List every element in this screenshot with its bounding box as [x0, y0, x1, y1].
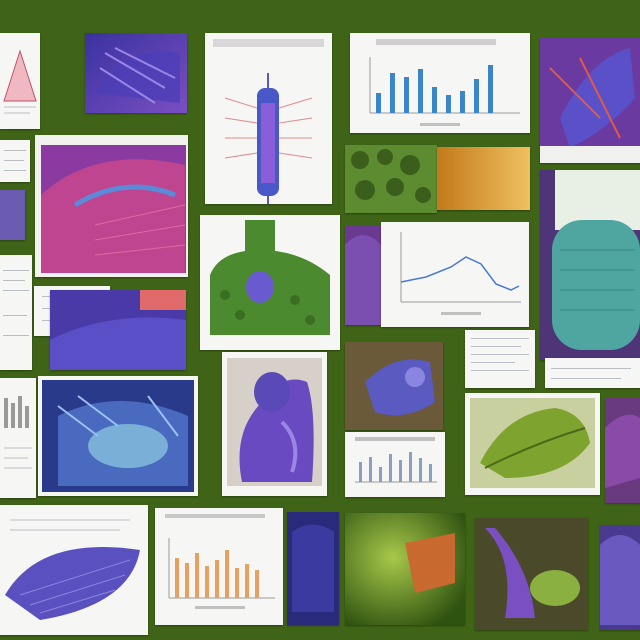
green-landscape-photo: [345, 513, 465, 625]
blue-anatomy-tile: [38, 376, 198, 496]
blue-specimen-tile: [345, 342, 443, 430]
dark-blue-panel-photo: [292, 524, 334, 612]
tissue-photo: [41, 145, 186, 273]
small-bar-chart-graphic: [355, 437, 437, 483]
bar-chart-graphic: [369, 39, 520, 126]
purple-anatomy-tile: [50, 290, 186, 370]
right-bottom-purple-tile: [600, 525, 640, 630]
teal-leaf-photo: [540, 170, 640, 360]
purple-specimen-tile: [85, 33, 187, 113]
violet-flower-photo: [475, 518, 588, 630]
purple-wing-photo: [5, 519, 140, 620]
right-text-paper-tile: [545, 358, 640, 388]
left-edge-paper-tile: [0, 140, 30, 182]
spine-diagram-tile: [205, 33, 332, 204]
insect-collage-photo: [540, 38, 640, 163]
green-texture-photo: [345, 145, 437, 213]
orange-bar-chart-graphic: [165, 514, 275, 609]
right-edge-purple-tile: [605, 398, 640, 503]
right-bottom-purple-photo: [600, 535, 640, 625]
dark-blue-panel-tile: [287, 512, 339, 625]
grayscale-diagram: [4, 396, 32, 469]
organ-diagram: [210, 220, 330, 335]
left-edge-blue-tile: [0, 190, 25, 240]
line-chart-graphic: [400, 232, 521, 315]
green-leaf-tile: [465, 393, 600, 495]
spine-diagram: [213, 39, 324, 204]
right-edge-purple-photo: [605, 414, 640, 488]
insect-collage-tile: [540, 38, 640, 163]
green-landscape-tile: [345, 513, 465, 625]
line-chart-tile: [381, 222, 529, 327]
orange-bar-chart-tile: [155, 508, 283, 625]
triangle-diagram: [3, 49, 37, 114]
violet-figure-tile: [222, 352, 327, 496]
amber-gradient-photo: [437, 147, 530, 210]
blue-specimen-photo: [345, 342, 443, 430]
teal-leaf-tile: [540, 170, 640, 360]
blue-anatomy-photo: [42, 380, 194, 492]
green-leaf-photo: [470, 398, 595, 488]
purple-wing-tile: [0, 505, 148, 635]
violet-figure-photo: [227, 358, 322, 486]
amber-gradient-tile: [437, 147, 530, 210]
magenta-tissue-tile: [35, 135, 188, 277]
green-texture-tile: [345, 145, 437, 213]
diagram-triangle-tile: [0, 33, 40, 129]
violet-flower-tile: [475, 518, 588, 630]
grayscale-diagram-tile: [0, 378, 36, 498]
violet-strip-tile: [345, 225, 381, 325]
text-paper-tile: [465, 330, 535, 388]
purple-anatomy-photo: [50, 290, 186, 370]
specimen-photo: [85, 33, 187, 113]
bar-chart-tile: [350, 33, 530, 133]
violet-strip-photo: [345, 235, 381, 325]
small-bar-chart-tile: [345, 432, 445, 497]
green-organ-diagram-tile: [200, 215, 340, 350]
left-text-paper-tile: [0, 255, 32, 370]
